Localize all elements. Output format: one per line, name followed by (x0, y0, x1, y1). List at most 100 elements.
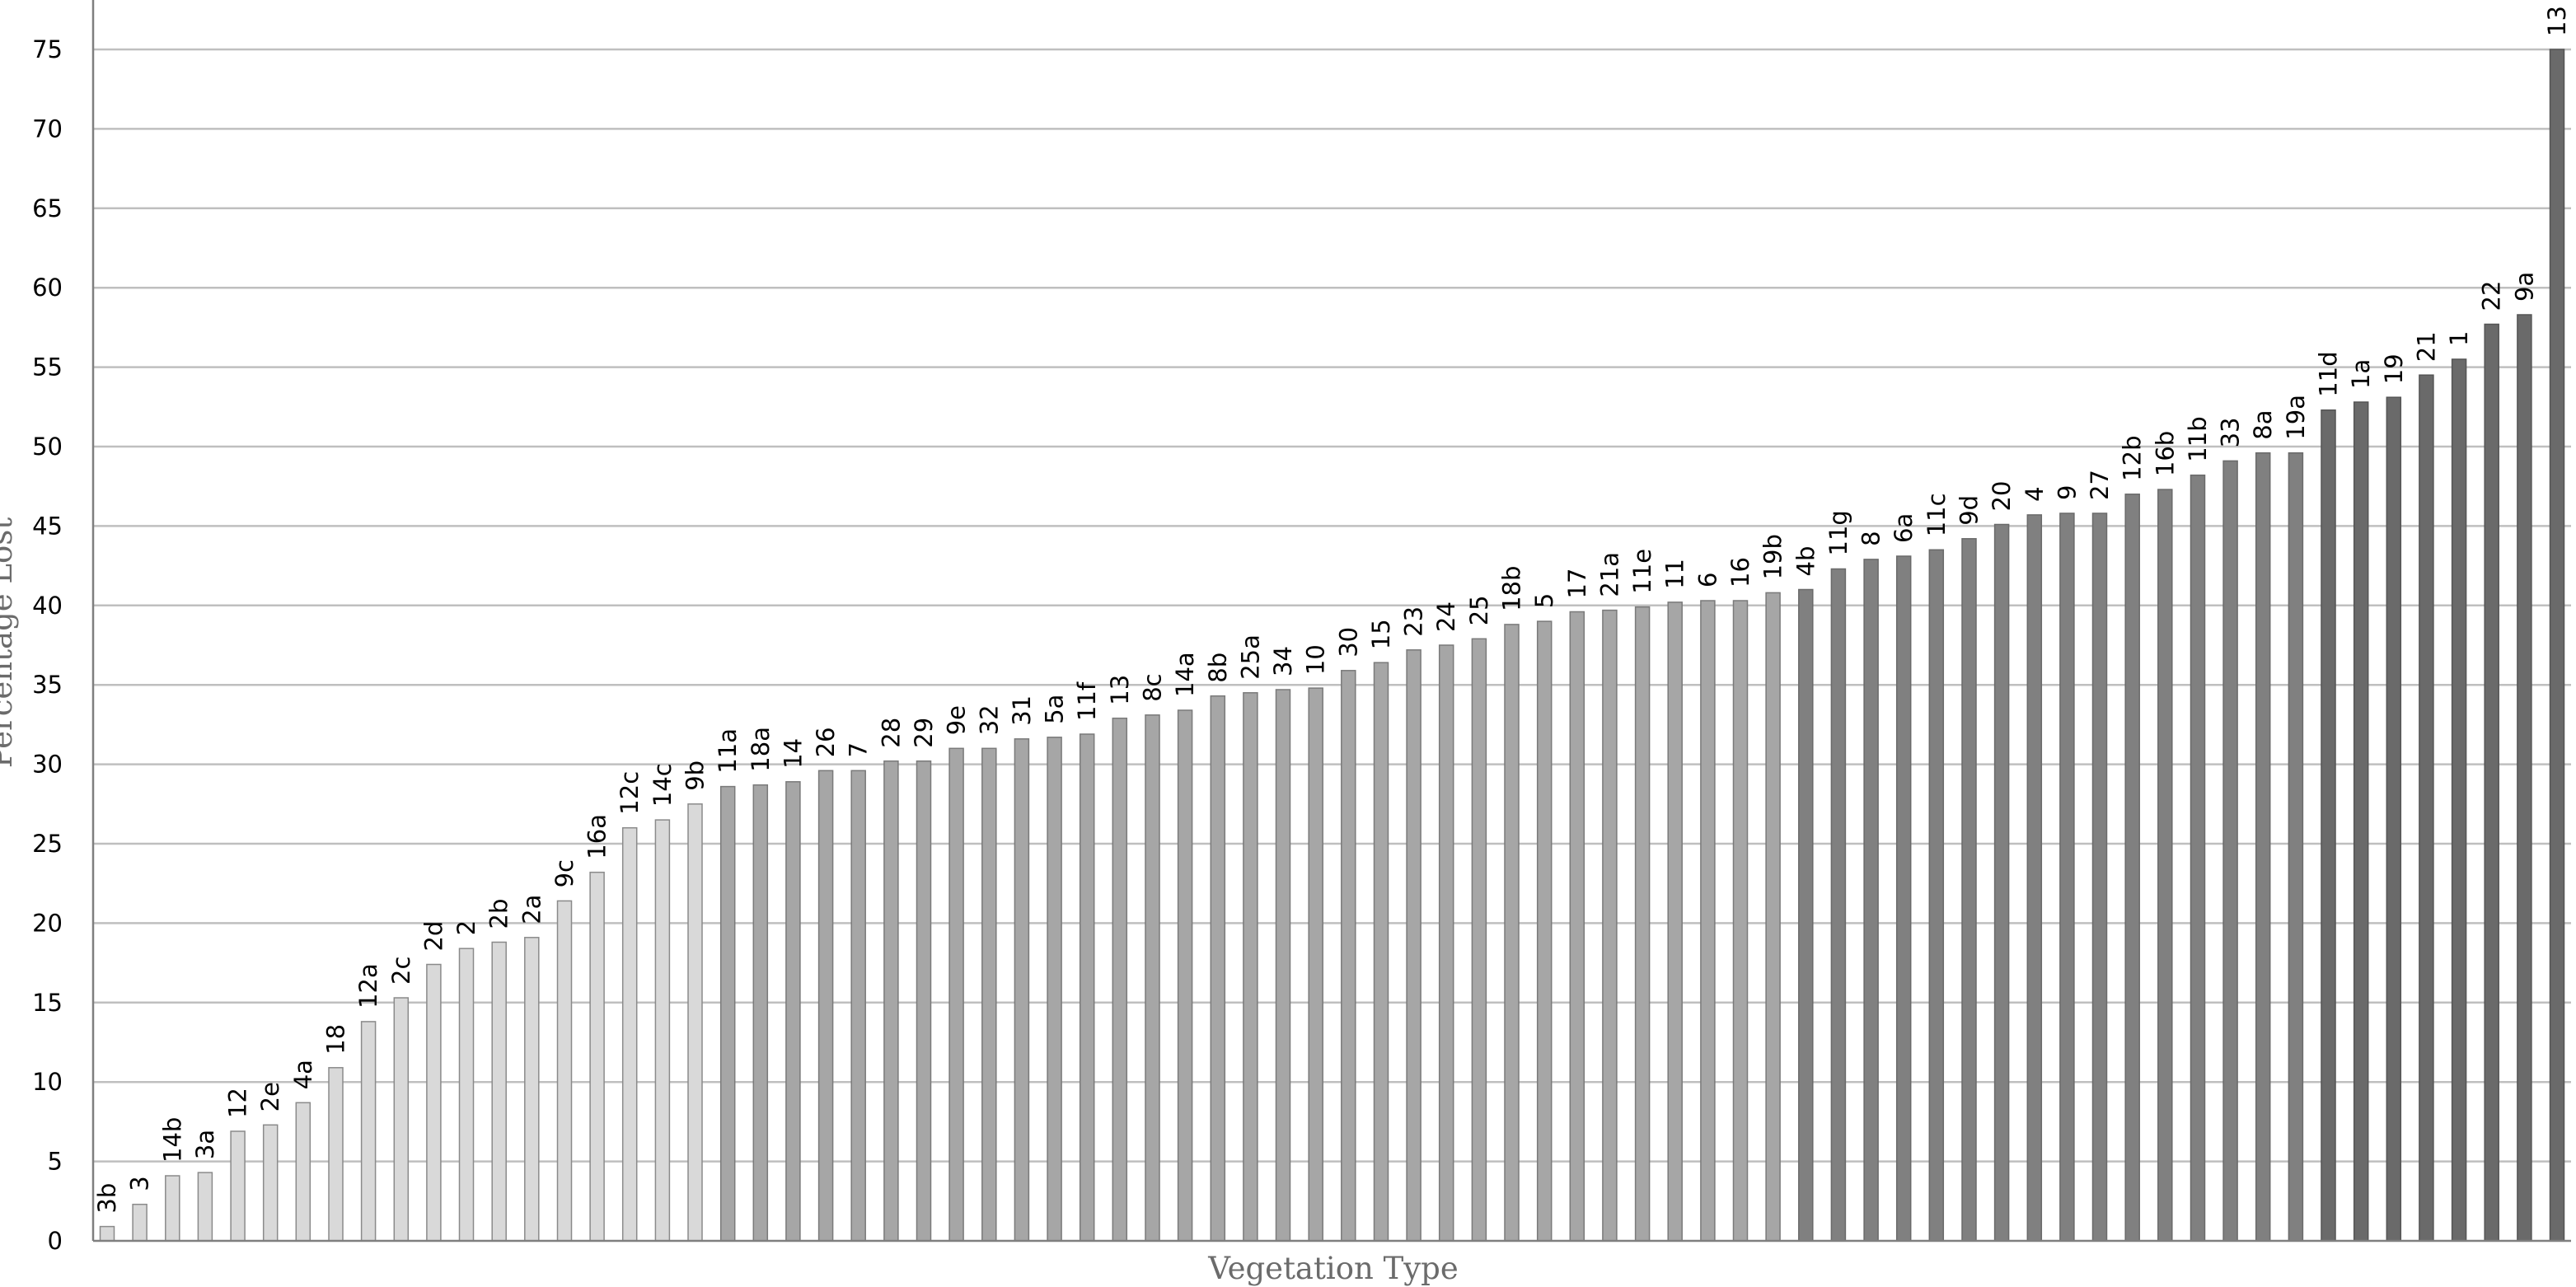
bar-2e (262, 1124, 279, 1242)
y-tick-label: 65 (32, 194, 63, 222)
bar-11 (1667, 601, 1683, 1242)
y-tick-label: 10 (32, 1068, 63, 1096)
bar-label: 27 (2086, 470, 2114, 500)
bar-label: 19 (2380, 353, 2408, 384)
bar-label: 11a (714, 728, 742, 774)
bar-label: 13 (2543, 6, 2571, 36)
bar-label: 16a (583, 814, 611, 859)
bar-label: 12b (2119, 435, 2147, 480)
bar-11f (1079, 733, 1095, 1242)
bar-30 (1341, 670, 1356, 1242)
bar-9 (2059, 512, 2075, 1242)
bar-label: 21a (1595, 552, 1623, 597)
bar-label: 2b (485, 899, 513, 929)
bar-label: 11e (1628, 549, 1656, 594)
bar-label: 14a (1171, 652, 1199, 697)
bar-label: 11f (1073, 681, 1101, 721)
bar-label: 9d (1955, 495, 1984, 526)
bar-18a (752, 784, 769, 1242)
bar-label: 4 (2021, 486, 2049, 501)
bar-4a (295, 1102, 311, 1242)
bar-label: 11g (1824, 510, 1852, 555)
bar-label: 1 (2445, 331, 2473, 346)
bar-label: 26 (812, 727, 840, 757)
bar-label: 3 (126, 1176, 154, 1191)
bar-label: 1a (2347, 359, 2375, 389)
bar-19a (2288, 452, 2304, 1242)
bar-8a (2255, 452, 2271, 1242)
bar-9a (2517, 314, 2532, 1242)
bar-2b (491, 941, 507, 1242)
bar-label: 11b (2184, 416, 2212, 461)
bar-label: 11d (2315, 351, 2343, 396)
y-axis-ticks: 0 5 10 15 20 25 30 35 40 45 50 55 60 65 70 75 (32, 35, 63, 1255)
bar-15 (1373, 662, 1389, 1242)
bar-34 (1275, 689, 1291, 1242)
bar-19 (2386, 396, 2402, 1242)
bar-label: 16b (2151, 431, 2179, 476)
bar-13 (2549, 49, 2565, 1242)
bar-21 (2419, 374, 2434, 1242)
bar-label: 3b (93, 1183, 121, 1214)
bar-11a (719, 785, 736, 1242)
bar-9d (1961, 538, 1977, 1242)
bar-label: 6 (1693, 573, 1721, 587)
bar-11e (1634, 606, 1651, 1242)
y-tick-label: 0 (48, 1227, 63, 1255)
bar-label: 18b (1498, 566, 1526, 611)
bar-19b (1765, 592, 1781, 1242)
bars (99, 49, 2565, 1242)
bar-6a (1895, 555, 1912, 1242)
bar-label: 18a (747, 727, 775, 772)
y-tick-label: 25 (32, 830, 63, 858)
bar-label: 14b (158, 1117, 186, 1163)
bar-label: 3a (191, 1130, 219, 1159)
bar-label: 12 (224, 1088, 252, 1118)
bar-8 (1863, 559, 1879, 1242)
bar-label: 34 (1269, 646, 1297, 676)
bar-label: 9b (681, 760, 710, 791)
bar-8b (1210, 695, 1226, 1242)
bar-14b (165, 1175, 180, 1242)
bar-label: 10 (1302, 644, 1330, 675)
bar-12b (2124, 494, 2140, 1242)
bar-11c (1928, 549, 1945, 1242)
bar-14c (654, 819, 671, 1242)
bar-label: 32 (975, 704, 1003, 735)
bar-20 (1993, 523, 2010, 1242)
bar-3 (132, 1203, 148, 1242)
bar-17 (1569, 611, 1585, 1242)
bar-label: 2 (452, 920, 480, 935)
bar-1 (2451, 358, 2467, 1242)
bar-label: 13 (1106, 675, 1134, 705)
bar-label: 2d (419, 921, 447, 952)
bar-2c (393, 997, 410, 1242)
bar-label: 5a (1041, 695, 1069, 724)
bar-6 (1700, 600, 1716, 1242)
bar-18 (328, 1067, 344, 1242)
bar-label: 22 (2478, 281, 2506, 311)
bar-18b (1504, 624, 1520, 1242)
bar-label: 8b (1204, 653, 1232, 683)
bar-label: 14 (779, 738, 807, 769)
y-tick-label: 70 (32, 115, 63, 143)
bar-label: 17 (1563, 569, 1591, 599)
bar-label: 30 (1334, 627, 1362, 658)
bar-1a (2353, 401, 2369, 1242)
x-axis-label: Vegetation Type (1207, 1251, 1458, 1286)
y-tick-label: 30 (32, 751, 63, 779)
bar-label: 8a (2249, 410, 2277, 439)
bar-label: 12c (616, 771, 644, 815)
bar-label: 6a (1890, 513, 1918, 543)
bar-label: 18 (322, 1024, 350, 1055)
bar-4 (2026, 514, 2043, 1242)
bar-29 (916, 760, 932, 1242)
bar-label: 20 (1988, 481, 2016, 512)
bar-label: 11 (1661, 559, 1689, 589)
bar-label: 7 (845, 742, 873, 757)
y-tick-label: 75 (32, 35, 63, 63)
bar-9c (556, 900, 573, 1242)
gridlines (93, 48, 2571, 1163)
bar-label: 21 (2412, 331, 2440, 362)
